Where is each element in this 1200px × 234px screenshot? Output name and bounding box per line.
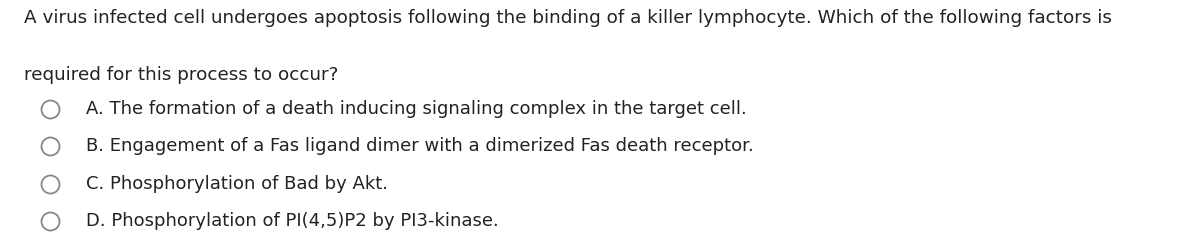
Text: A virus infected cell undergoes apoptosis following the binding of a killer lymp: A virus infected cell undergoes apoptosi… bbox=[24, 9, 1112, 27]
Text: D. Phosphorylation of PI(4,5)P2 by PI3-kinase.: D. Phosphorylation of PI(4,5)P2 by PI3-k… bbox=[86, 212, 499, 230]
Text: A. The formation of a death inducing signaling complex in the target cell.: A. The formation of a death inducing sig… bbox=[86, 100, 748, 118]
Text: required for this process to occur?: required for this process to occur? bbox=[24, 66, 338, 84]
Text: C. Phosphorylation of Bad by Akt.: C. Phosphorylation of Bad by Akt. bbox=[86, 175, 389, 193]
Text: B. Engagement of a Fas ligand dimer with a dimerized Fas death receptor.: B. Engagement of a Fas ligand dimer with… bbox=[86, 137, 754, 155]
